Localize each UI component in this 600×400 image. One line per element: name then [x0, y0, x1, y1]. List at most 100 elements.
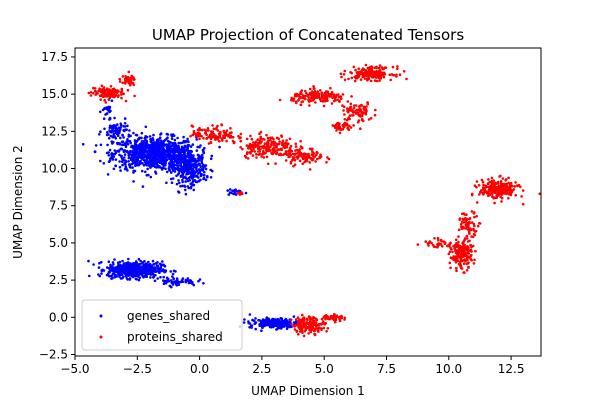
- data-point: [351, 109, 354, 112]
- data-point: [131, 267, 134, 270]
- data-point: [311, 326, 315, 330]
- data-point: [100, 84, 104, 87]
- data-point: [310, 91, 314, 94]
- data-point: [521, 189, 525, 192]
- data-point: [337, 93, 340, 96]
- data-point: [294, 318, 298, 321]
- data-point: [105, 88, 108, 92]
- data-point: [174, 143, 178, 146]
- data-point: [215, 127, 218, 131]
- data-point: [125, 80, 128, 83]
- data-point: [134, 271, 137, 274]
- data-point: [194, 170, 198, 173]
- data-point: [284, 150, 288, 153]
- data-point: [357, 67, 361, 70]
- data-point: [151, 164, 154, 168]
- data-point: [229, 127, 232, 130]
- data-point: [168, 157, 171, 161]
- data-point: [302, 153, 306, 157]
- data-point: [322, 104, 326, 108]
- data-point: [116, 269, 119, 273]
- data-point: [109, 157, 112, 160]
- data-point: [140, 169, 144, 173]
- data-point: [175, 182, 179, 186]
- data-point: [120, 157, 124, 160]
- data-point: [321, 322, 324, 325]
- data-point: [298, 330, 302, 333]
- y-tick-label: 15.0: [41, 87, 68, 101]
- data-point: [92, 86, 95, 90]
- data-point: [243, 154, 247, 158]
- data-point: [476, 224, 480, 228]
- data-point: [81, 142, 85, 146]
- data-point: [153, 165, 157, 169]
- data-point: [148, 145, 151, 149]
- data-point: [360, 111, 364, 115]
- data-point: [194, 135, 198, 138]
- data-point: [514, 193, 517, 197]
- data-point: [294, 149, 297, 152]
- data-point: [357, 114, 361, 117]
- data-point: [285, 146, 289, 149]
- data-point: [167, 149, 170, 153]
- data-point: [338, 131, 342, 135]
- series-proteins_shared: [87, 63, 541, 338]
- data-point: [149, 276, 152, 279]
- data-point: [154, 160, 157, 163]
- data-point: [443, 242, 447, 246]
- data-point: [133, 94, 136, 98]
- data-point: [193, 132, 196, 135]
- data-point: [177, 179, 180, 182]
- data-point: [187, 186, 191, 190]
- data-point: [146, 265, 149, 269]
- data-point: [343, 113, 346, 116]
- data-point: [218, 139, 221, 143]
- data-point: [214, 137, 218, 141]
- data-point: [124, 165, 127, 168]
- data-point: [200, 128, 204, 132]
- data-point: [200, 158, 204, 161]
- data-point: [290, 323, 293, 326]
- data-point: [306, 322, 309, 325]
- data-point: [293, 153, 296, 156]
- data-point: [487, 178, 490, 181]
- data-point: [221, 139, 224, 142]
- data-point: [108, 270, 112, 273]
- data-point: [186, 277, 190, 280]
- y-tick-label: 17.5: [41, 50, 68, 64]
- data-point: [459, 222, 463, 226]
- data-point: [355, 71, 359, 74]
- data-point: [174, 167, 178, 171]
- data-point: [142, 164, 146, 167]
- data-point: [136, 269, 140, 272]
- data-point: [283, 146, 287, 149]
- data-point: [202, 163, 205, 167]
- data-point: [142, 141, 145, 145]
- data-point: [245, 137, 249, 141]
- data-point: [494, 188, 498, 191]
- data-point: [326, 156, 329, 159]
- data-point: [128, 278, 132, 281]
- data-point: [148, 135, 152, 138]
- data-point: [383, 66, 387, 69]
- data-point: [182, 149, 186, 152]
- data-point: [180, 166, 183, 169]
- data-point: [463, 237, 467, 240]
- data-point: [440, 240, 443, 243]
- data-point: [232, 141, 236, 145]
- data-point: [127, 257, 130, 261]
- data-point: [319, 153, 322, 156]
- data-point: [98, 133, 101, 136]
- data-point: [177, 191, 181, 194]
- data-point: [126, 88, 130, 92]
- data-point: [111, 277, 114, 280]
- data-point: [274, 323, 278, 326]
- data-point: [164, 282, 168, 285]
- data-point: [462, 226, 466, 230]
- data-point: [260, 329, 263, 333]
- data-point: [295, 329, 299, 333]
- data-point: [374, 108, 377, 112]
- data-point: [135, 266, 139, 270]
- data-point: [350, 71, 354, 75]
- data-point: [126, 169, 129, 172]
